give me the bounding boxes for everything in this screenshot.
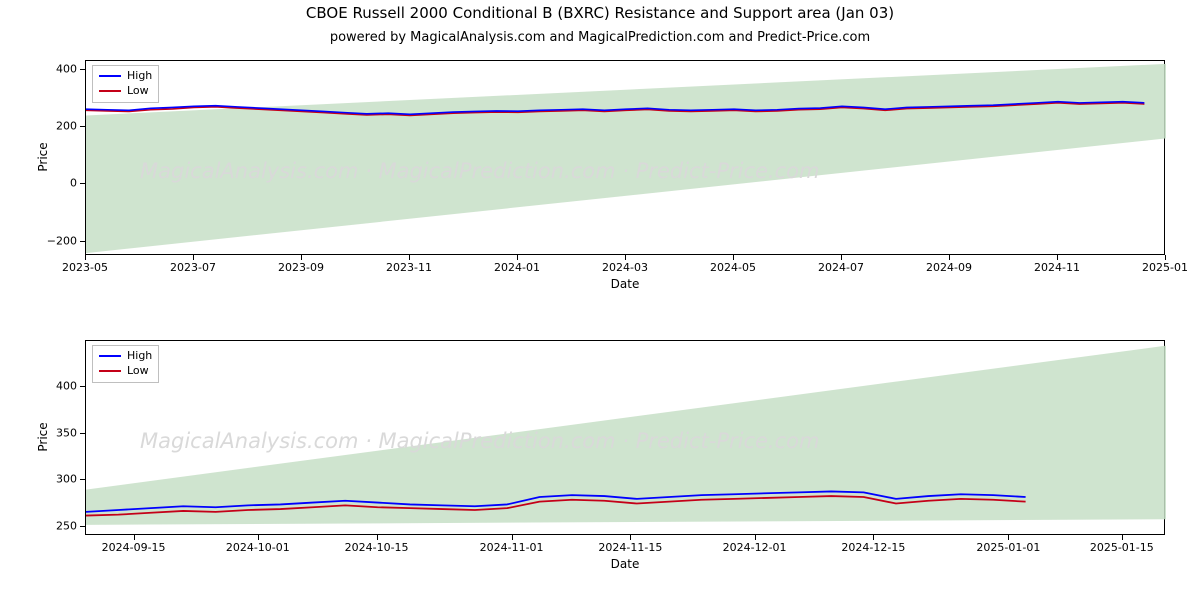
x-tick-label: 2025-01-15 — [1090, 541, 1154, 554]
y-tick-label: 0 — [35, 177, 77, 190]
x-tick-mark — [1008, 535, 1009, 540]
x-tick-mark — [630, 535, 631, 540]
legend-label-low: Low — [127, 364, 149, 377]
x-tick-label: 2024-12-01 — [723, 541, 787, 554]
x-tick-mark — [1057, 255, 1058, 260]
y-tick-mark — [80, 433, 85, 434]
y-tick-label: 350 — [35, 426, 77, 439]
x-tick-label: 2024-11-01 — [480, 541, 544, 554]
y-tick-mark — [80, 526, 85, 527]
y-tick-mark — [80, 183, 85, 184]
x-axis-label-bottom: Date — [85, 557, 1165, 571]
x-tick-label: 2024-12-15 — [841, 541, 905, 554]
x-tick-label: 2023-07 — [170, 261, 216, 274]
y-tick-label: 200 — [35, 119, 77, 132]
legend-label-high: High — [127, 349, 152, 362]
x-tick-label: 2024-11-15 — [598, 541, 662, 554]
x-tick-label: 2023-09 — [278, 261, 324, 274]
legend-top: High Low — [92, 65, 159, 103]
x-tick-mark — [755, 535, 756, 540]
x-tick-mark — [841, 255, 842, 260]
x-tick-mark — [949, 255, 950, 260]
x-tick-label: 2024-10-01 — [226, 541, 290, 554]
x-tick-mark — [85, 255, 86, 260]
legend-label-low: Low — [127, 84, 149, 97]
y-tick-label: 300 — [35, 473, 77, 486]
legend-item-high: High — [99, 348, 152, 363]
legend-item-low: Low — [99, 363, 152, 378]
x-tick-mark — [625, 255, 626, 260]
x-tick-mark — [377, 535, 378, 540]
x-tick-mark — [258, 535, 259, 540]
x-tick-mark — [134, 535, 135, 540]
x-tick-mark — [193, 255, 194, 260]
y-tick-mark — [80, 241, 85, 242]
x-axis-label-top: Date — [85, 277, 1165, 291]
page-title: CBOE Russell 2000 Conditional B (BXRC) R… — [0, 4, 1200, 22]
chart-svg-bottom — [86, 341, 1166, 536]
support-band — [86, 64, 1166, 253]
legend-swatch-low — [99, 370, 121, 372]
y-tick-label: 400 — [35, 62, 77, 75]
x-tick-mark — [512, 535, 513, 540]
y-tick-label: 400 — [35, 380, 77, 393]
legend-bottom: High Low — [92, 345, 159, 383]
legend-swatch-low — [99, 90, 121, 92]
chart-svg-top — [86, 61, 1166, 256]
legend-item-high: High — [99, 68, 152, 83]
legend-item-low: Low — [99, 83, 152, 98]
y-tick-label: −200 — [35, 234, 77, 247]
x-tick-label: 2025-01-01 — [976, 541, 1040, 554]
y-tick-mark — [80, 126, 85, 127]
chart-panel-bottom: High Low MagicalAnalysis.com · MagicalPr… — [85, 340, 1165, 535]
x-tick-label: 2024-09-15 — [102, 541, 166, 554]
x-tick-label: 2024-09 — [926, 261, 972, 274]
chart-panel-top: High Low MagicalAnalysis.com · MagicalPr… — [85, 60, 1165, 255]
x-tick-mark — [301, 255, 302, 260]
y-tick-mark — [80, 479, 85, 480]
x-tick-mark — [409, 255, 410, 260]
x-tick-mark — [873, 535, 874, 540]
figure: CBOE Russell 2000 Conditional B (BXRC) R… — [0, 0, 1200, 600]
legend-swatch-high — [99, 355, 121, 357]
x-tick-mark — [1122, 535, 1123, 540]
legend-swatch-high — [99, 75, 121, 77]
page-subtitle: powered by MagicalAnalysis.com and Magic… — [0, 30, 1200, 45]
x-tick-mark — [733, 255, 734, 260]
x-tick-label: 2024-03 — [602, 261, 648, 274]
x-tick-label: 2023-05 — [62, 261, 108, 274]
x-tick-label: 2024-01 — [494, 261, 540, 274]
y-tick-mark — [80, 69, 85, 70]
x-tick-label: 2023-11 — [386, 261, 432, 274]
y-tick-label: 250 — [35, 519, 77, 532]
x-tick-label: 2025-01 — [1142, 261, 1188, 274]
x-tick-label: 2024-10-15 — [345, 541, 409, 554]
x-tick-mark — [1165, 255, 1166, 260]
x-tick-mark — [517, 255, 518, 260]
y-tick-mark — [80, 386, 85, 387]
x-tick-label: 2024-05 — [710, 261, 756, 274]
legend-label-high: High — [127, 69, 152, 82]
x-tick-label: 2024-11 — [1034, 261, 1080, 274]
x-tick-label: 2024-07 — [818, 261, 864, 274]
